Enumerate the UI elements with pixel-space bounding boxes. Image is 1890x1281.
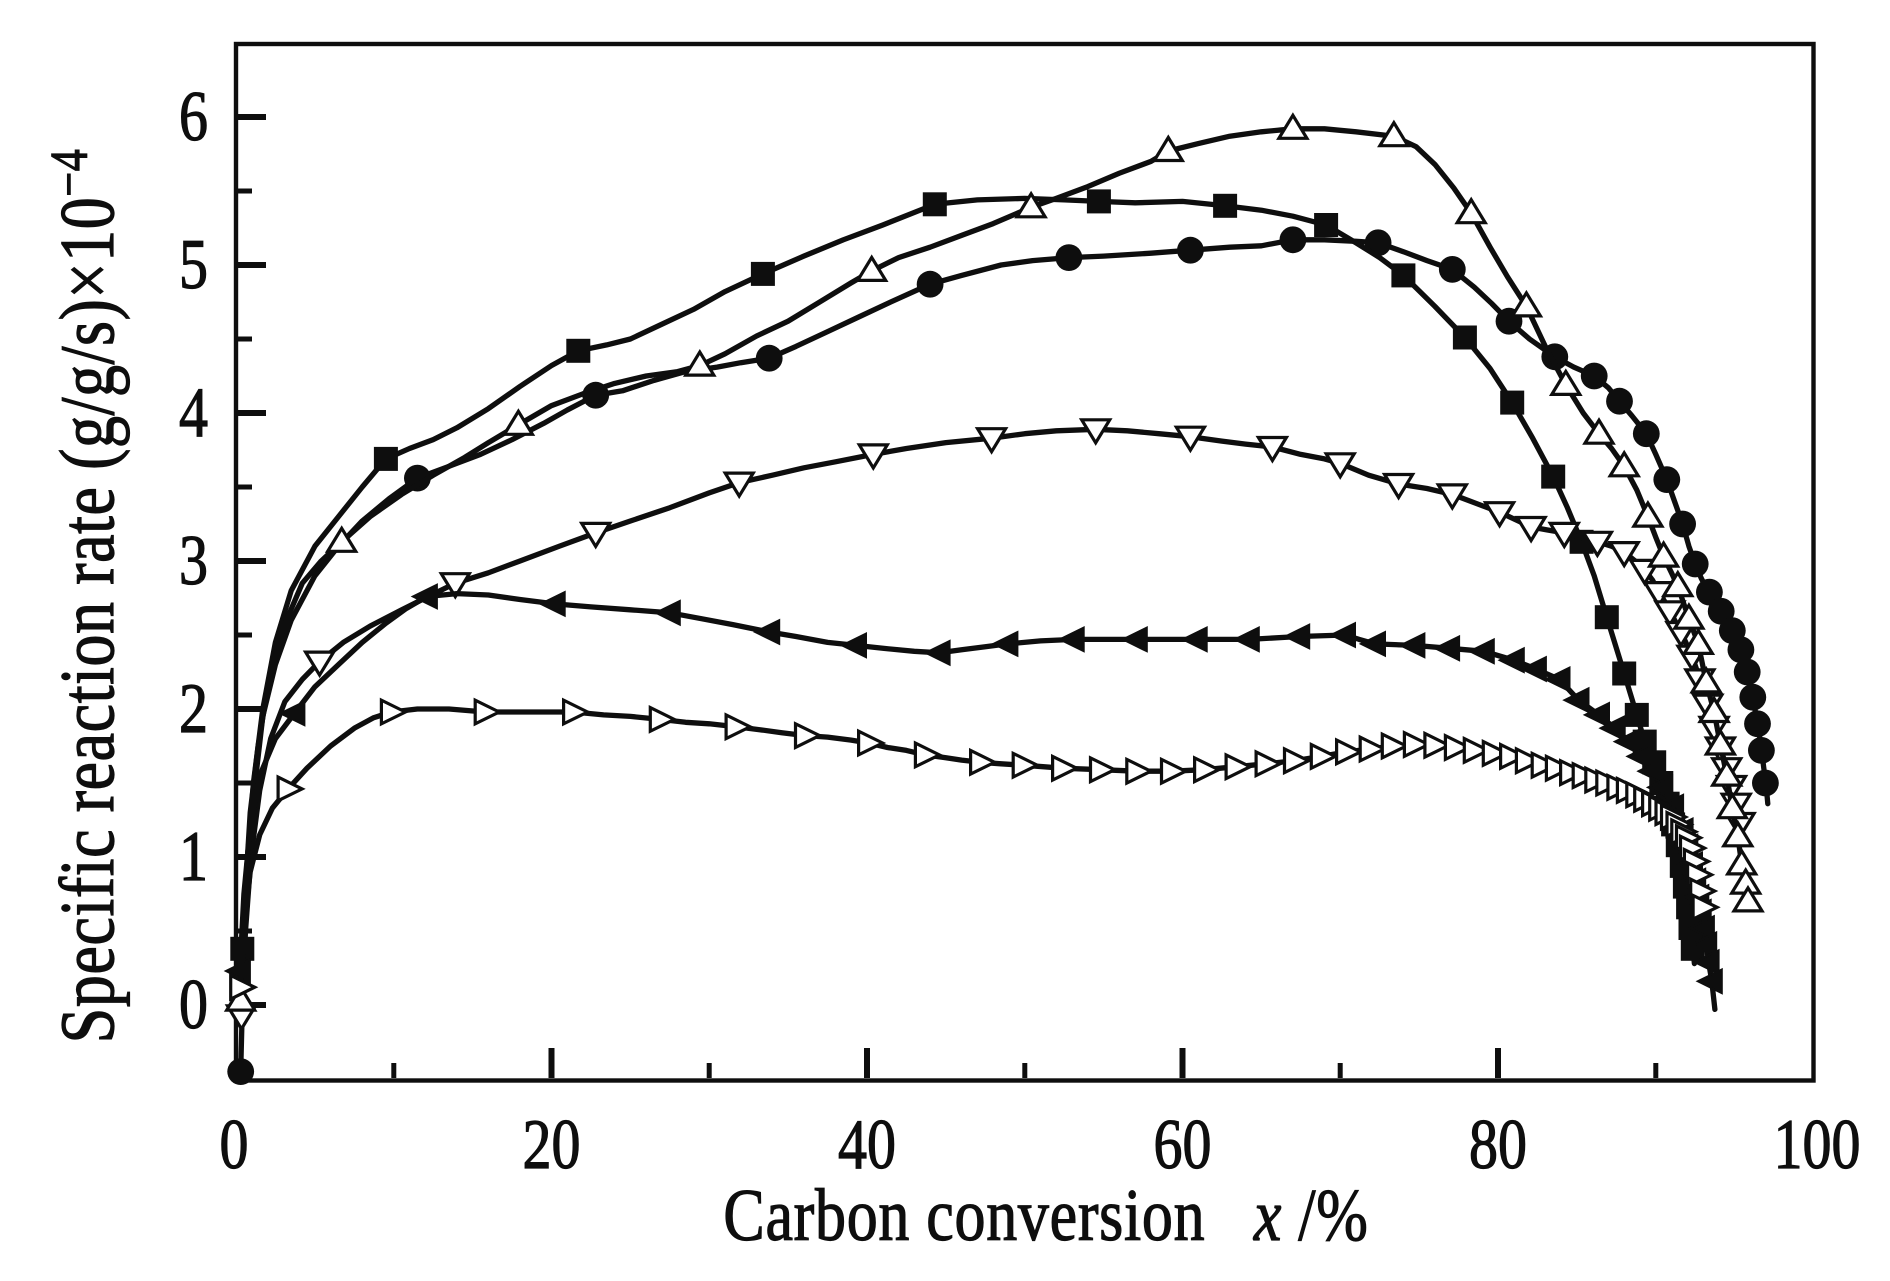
svg-text:6: 6 xyxy=(179,77,208,156)
svg-text:0: 0 xyxy=(220,1105,249,1184)
svg-text:80: 80 xyxy=(1469,1105,1527,1184)
svg-text:3: 3 xyxy=(179,521,208,600)
svg-text:2: 2 xyxy=(179,669,208,748)
svg-text:4: 4 xyxy=(179,373,208,452)
svg-text:1: 1 xyxy=(179,817,208,896)
svg-text:Carbon conversion x /%: Carbon conversion x /% xyxy=(723,1174,1368,1257)
svg-text:0: 0 xyxy=(179,965,208,1044)
svg-text:60: 60 xyxy=(1154,1105,1212,1184)
svg-text:Specific reaction rate (g/g/s): Specific reaction rate (g/g/s)×10−4 xyxy=(40,149,130,1044)
svg-text:20: 20 xyxy=(523,1105,581,1184)
svg-text:100: 100 xyxy=(1774,1105,1861,1184)
svg-text:40: 40 xyxy=(838,1105,896,1184)
svg-text:5: 5 xyxy=(179,225,208,304)
